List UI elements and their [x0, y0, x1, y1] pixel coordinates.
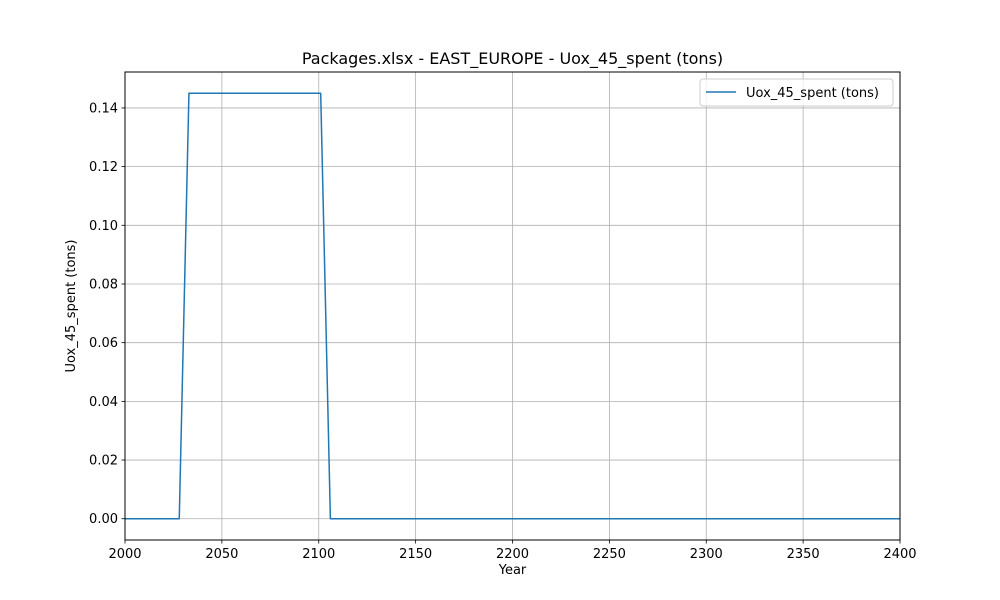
y-tick-label: 0.12 — [89, 160, 118, 175]
x-tick-label: 2000 — [108, 547, 141, 562]
legend-box — [699, 78, 894, 107]
x-tick-label: 2150 — [399, 547, 432, 562]
chart-title: Packages.xlsx - EAST_EUROPE - Uox_45_spe… — [302, 49, 723, 69]
x-tick-label: 2050 — [205, 547, 238, 562]
y-tick-label: 0.06 — [89, 336, 118, 351]
legend: Uox_45_spent (tons) — [699, 78, 894, 107]
y-tick-label: 0.08 — [89, 277, 118, 292]
y-axis-label: Uox_45_spent (tons) — [64, 239, 79, 372]
legend-label: Uox_45_spent (tons) — [746, 86, 879, 101]
series-layer — [125, 92, 900, 520]
y-tick-label: 0.04 — [89, 395, 118, 410]
x-axis-ticks: 2000 2050 2100 2150 2200 2250 2300 2350 2400 — [108, 540, 917, 562]
y-tick-label: 0.14 — [89, 101, 118, 116]
y-axis-ticks: 0.00 0.02 0.04 0.06 0.08 0.10 0.12 0.14 — [89, 101, 125, 527]
x-tick-label: 2200 — [496, 547, 529, 562]
x-tick-label: 2100 — [302, 547, 335, 562]
y-tick-label: 0.02 — [89, 454, 118, 469]
y-tick-label: 0.10 — [89, 219, 118, 234]
x-tick-label: 2250 — [593, 547, 626, 562]
x-tick-label: 2350 — [787, 547, 820, 562]
series-line — [125, 92, 900, 520]
y-tick-label: 0.00 — [89, 512, 118, 527]
x-tick-label: 2400 — [883, 547, 916, 562]
x-axis-label: Year — [498, 563, 527, 578]
x-tick-label: 2300 — [690, 547, 723, 562]
